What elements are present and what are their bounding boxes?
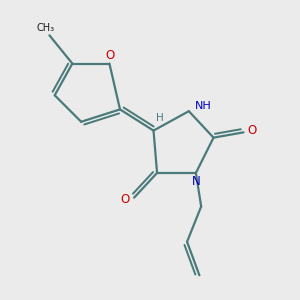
Text: H: H bbox=[156, 113, 164, 123]
Text: O: O bbox=[121, 193, 130, 206]
Text: O: O bbox=[106, 49, 115, 62]
Text: N: N bbox=[192, 175, 201, 188]
Text: O: O bbox=[248, 124, 257, 137]
Text: CH₃: CH₃ bbox=[36, 22, 54, 32]
Text: NH: NH bbox=[195, 101, 211, 111]
